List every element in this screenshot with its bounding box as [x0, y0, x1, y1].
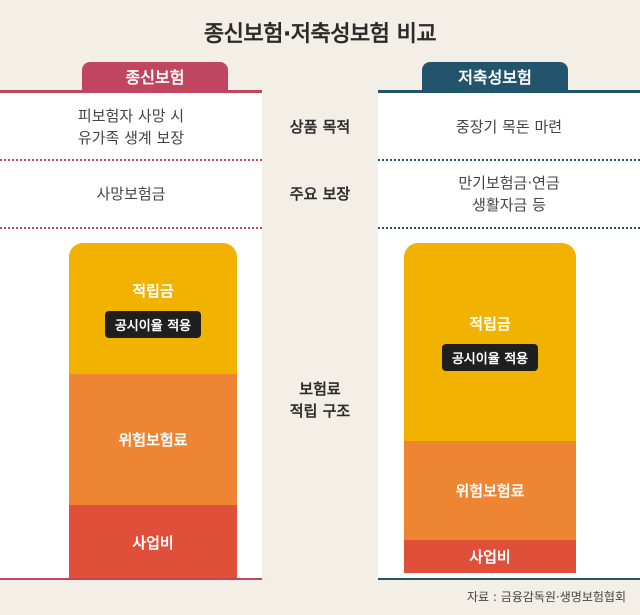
row-label-structure: 보험료 적립 구조 [289, 380, 351, 420]
source-note: 자료 : 금융감독원·생명보험협회 [466, 590, 626, 604]
savings-expense-label: 사업비 [469, 548, 511, 566]
header-rule-right [378, 90, 640, 93]
savings-risk-label: 위험보험료 [455, 482, 525, 500]
savings-purpose: 중장기 목돈 마련 [455, 117, 563, 136]
row-label-purpose: 상품 목적 [289, 117, 351, 136]
whole-life-premium-bar: 적립금 공시이율 적용 위험보험료 사업비 [69, 243, 237, 580]
divider-left-2 [0, 227, 262, 229]
whole-life-savings-label: 적립금 [132, 281, 174, 300]
tab-savings-insurance: 저축성보험 [422, 62, 568, 90]
divider-left-1 [0, 159, 262, 161]
whole-life-purpose: 피보험자 사망 시 유가족 생계 보장 [77, 106, 185, 147]
bottom-rule-right [378, 578, 640, 580]
row-label-coverage: 주요 보장 [289, 185, 351, 203]
savings-savings-label: 적립금 [469, 315, 511, 333]
bottom-rule-left [0, 578, 262, 580]
page-title: 종신보험·저축성보험 비교 [203, 22, 437, 47]
savings-rate-badge: 공시이율 적용 [441, 344, 539, 371]
savings-risk-segment: 위험보험료 [404, 441, 576, 540]
savings-premium-bar: 적립금 공시이율 적용 위험보험료 사업비 [404, 243, 576, 573]
header-rule-left [0, 90, 262, 93]
whole-life-risk-segment: 위험보험료 [69, 374, 237, 505]
whole-life-expense-label: 사업비 [132, 533, 174, 552]
whole-life-savings-segment: 적립금 공시이율 적용 [69, 243, 237, 374]
savings-expense-segment: 사업비 [404, 540, 576, 573]
whole-life-coverage: 사망보험금 [96, 185, 166, 203]
tab-whole-life: 종신보험 [82, 62, 228, 90]
divider-right-2 [378, 227, 640, 229]
whole-life-expense-segment: 사업비 [69, 505, 237, 579]
whole-life-rate-badge: 공시이율 적용 [104, 310, 202, 338]
savings-savings-segment: 적립금 공시이율 적용 [404, 243, 576, 441]
savings-coverage: 만기보험금·연금 생활자금 등 [458, 174, 560, 214]
whole-life-risk-label: 위험보험료 [118, 431, 188, 449]
divider-right-1 [378, 159, 640, 161]
